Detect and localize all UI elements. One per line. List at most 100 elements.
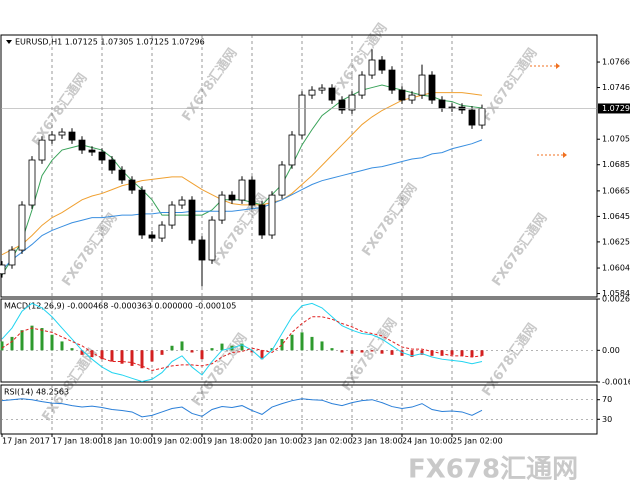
histogram-bar	[80, 350, 84, 355]
histogram-bar	[30, 325, 34, 351]
histogram-bar	[420, 350, 424, 355]
candle-body	[158, 224, 166, 239]
indicator-line	[1, 398, 483, 418]
y-tick-label: -0.001607	[602, 378, 630, 387]
histogram-bar	[470, 350, 474, 358]
candle-body	[268, 194, 276, 236]
histogram-bar	[120, 350, 124, 364]
histogram-bar	[340, 350, 344, 353]
histogram-bar	[140, 350, 144, 369]
histogram-bar	[200, 350, 204, 360]
y-tick-label: 1.06045	[602, 264, 630, 273]
x-tick-label: 23 Jan 02:00	[302, 437, 353, 446]
candle-body	[48, 134, 56, 141]
candle-body	[298, 94, 306, 136]
y-tick-label: 1.06650	[602, 186, 630, 195]
histogram-bar	[330, 348, 334, 351]
histogram-bar	[370, 350, 374, 352]
indicator-line	[1, 139, 483, 271]
x-tick-label: 19 Jan 02:00	[152, 437, 203, 446]
candle-body	[448, 106, 456, 109]
candle-body	[408, 94, 416, 101]
candle-body	[38, 139, 46, 161]
x-tick-label: 25 Jan 02:00	[452, 437, 503, 446]
last-price-box	[598, 103, 630, 114]
candle-body	[278, 164, 286, 196]
histogram-bar	[50, 334, 54, 351]
histogram-bar	[280, 339, 284, 351]
candle-body	[228, 194, 236, 201]
y-tick-label: 1.06250	[602, 237, 630, 246]
histogram-bar	[90, 350, 94, 358]
candle-body	[28, 159, 36, 206]
histogram-bar	[240, 343, 244, 351]
symbol-marker	[6, 40, 12, 44]
histogram-bar	[360, 350, 364, 353]
indicator-line	[1, 302, 483, 382]
candle-body	[378, 59, 386, 71]
x-tick-label: 17 Jan 18:00	[52, 437, 103, 446]
candle-body	[128, 179, 136, 191]
candle-body	[318, 87, 326, 91]
histogram-bar	[130, 350, 134, 366]
price-arrow-head	[563, 152, 567, 158]
candle-body	[478, 108, 486, 126]
candle-body	[178, 199, 186, 206]
candle-body	[78, 139, 86, 151]
macd-panel-frame	[0, 298, 598, 383]
y-tick-label: 1.07460	[602, 83, 630, 92]
macd-title: MACD(12,26,9) -0.000468 -0.000363 0.0000…	[4, 302, 236, 311]
candle-body	[248, 179, 256, 206]
histogram-bar	[170, 345, 174, 351]
histogram-bar	[150, 350, 154, 362]
histogram-bar	[410, 350, 414, 358]
main-panel-frame	[0, 34, 598, 298]
candle-body	[428, 74, 436, 101]
candle-body	[188, 199, 196, 241]
candle-body	[108, 159, 116, 171]
histogram-bar	[60, 341, 64, 351]
histogram-bar	[20, 330, 24, 351]
histogram-bar	[100, 350, 104, 360]
histogram-bar	[310, 336, 314, 351]
candle-body	[138, 189, 146, 236]
candle-body	[198, 239, 206, 261]
candle-body	[258, 204, 266, 236]
histogram-bar	[180, 341, 184, 351]
candle-body	[18, 204, 26, 251]
x-tick-label: 18 Jan 10:00	[102, 437, 153, 446]
y-tick-label: 0.002602	[602, 295, 630, 304]
y-tick-label: 30	[602, 415, 612, 424]
y-tick-label: 1.07055	[602, 135, 630, 144]
logo: FX678汇通网	[408, 455, 578, 485]
candle-body	[118, 169, 126, 181]
histogram-bar	[220, 343, 224, 351]
candle-body	[288, 134, 296, 166]
candle-body	[348, 94, 356, 111]
x-tick-label: 19 Jan 18:00	[202, 437, 253, 446]
histogram-bar	[190, 350, 194, 353]
histogram-bar	[480, 350, 484, 356]
candle-body	[98, 151, 106, 161]
x-tick-label: 23 Jan 18:00	[352, 437, 403, 446]
y-tick-label: 70	[602, 395, 612, 404]
rsi-title: RSI(14) 48.2563	[4, 388, 69, 397]
candle-body	[338, 99, 346, 111]
histogram-bar	[400, 350, 404, 356]
histogram-bar	[0, 341, 4, 351]
histogram-bar	[210, 348, 214, 351]
histogram-bar	[450, 350, 454, 355]
indicator-line	[1, 316, 483, 371]
histogram-bar	[460, 350, 464, 356]
y-tick-label: 1.06450	[602, 212, 630, 221]
y-tick-label: 1.05845	[602, 289, 630, 298]
candle-body	[418, 74, 426, 96]
histogram-bar	[260, 350, 264, 360]
candle-body	[68, 131, 76, 141]
candle-body	[468, 109, 476, 126]
candle-body	[148, 234, 156, 239]
histogram-bar	[160, 350, 164, 355]
histogram-bar	[440, 350, 444, 356]
histogram-bar	[350, 350, 354, 354]
candle-body	[438, 99, 446, 109]
